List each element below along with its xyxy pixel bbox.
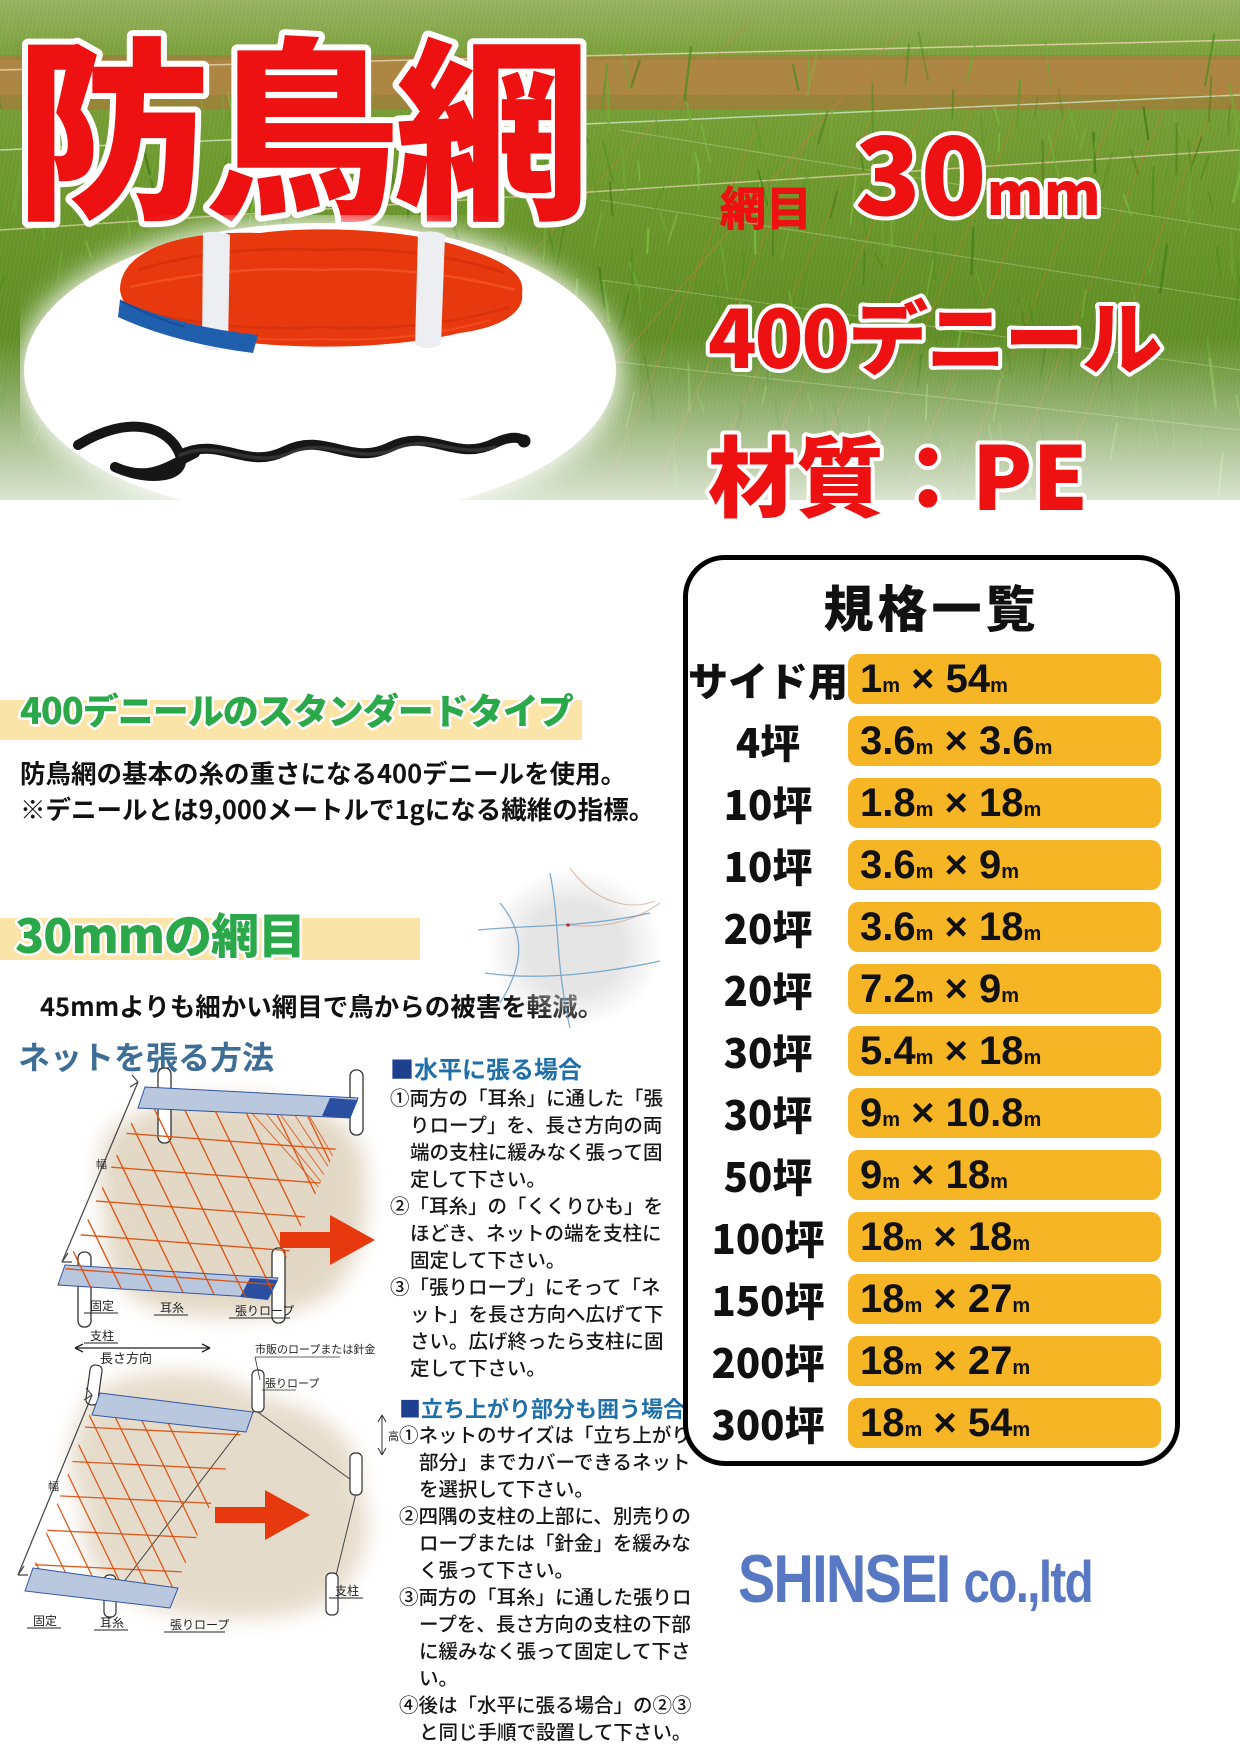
- svg-text:固定: 固定: [33, 1612, 57, 1629]
- svg-text:固定: 固定: [90, 1297, 114, 1314]
- svg-text:400デニール: 400デニール: [708, 276, 1161, 392]
- svg-text:張りロープ: 張りロープ: [235, 1302, 294, 1319]
- svg-text:30mm: 30mm: [855, 91, 1101, 247]
- svg-text:耳糸: 耳糸: [100, 1614, 124, 1631]
- svg-text:幅: 幅: [48, 1478, 59, 1494]
- svg-text:幅: 幅: [96, 1156, 107, 1172]
- svg-text:支柱: 支柱: [335, 1582, 359, 1599]
- svg-text:材質：PE: 材質：PE: [708, 409, 1088, 536]
- svg-text:網目: 網目: [720, 173, 812, 239]
- svg-text:耳糸: 耳糸: [160, 1299, 184, 1316]
- svg-text:張りロープ: 張りロープ: [265, 1375, 319, 1391]
- svg-text:400デニールのスタンダードタイプ: 400デニールのスタンダードタイプ: [20, 683, 574, 735]
- svg-text:市販のロープまたは針金: 市販のロープまたは針金: [255, 1341, 375, 1357]
- svg-text:張りロープ: 張りロープ: [170, 1616, 229, 1633]
- svg-text:30mmの網目: 30mmの網目: [15, 897, 305, 967]
- svg-text:高さ: 高さ: [388, 1428, 400, 1444]
